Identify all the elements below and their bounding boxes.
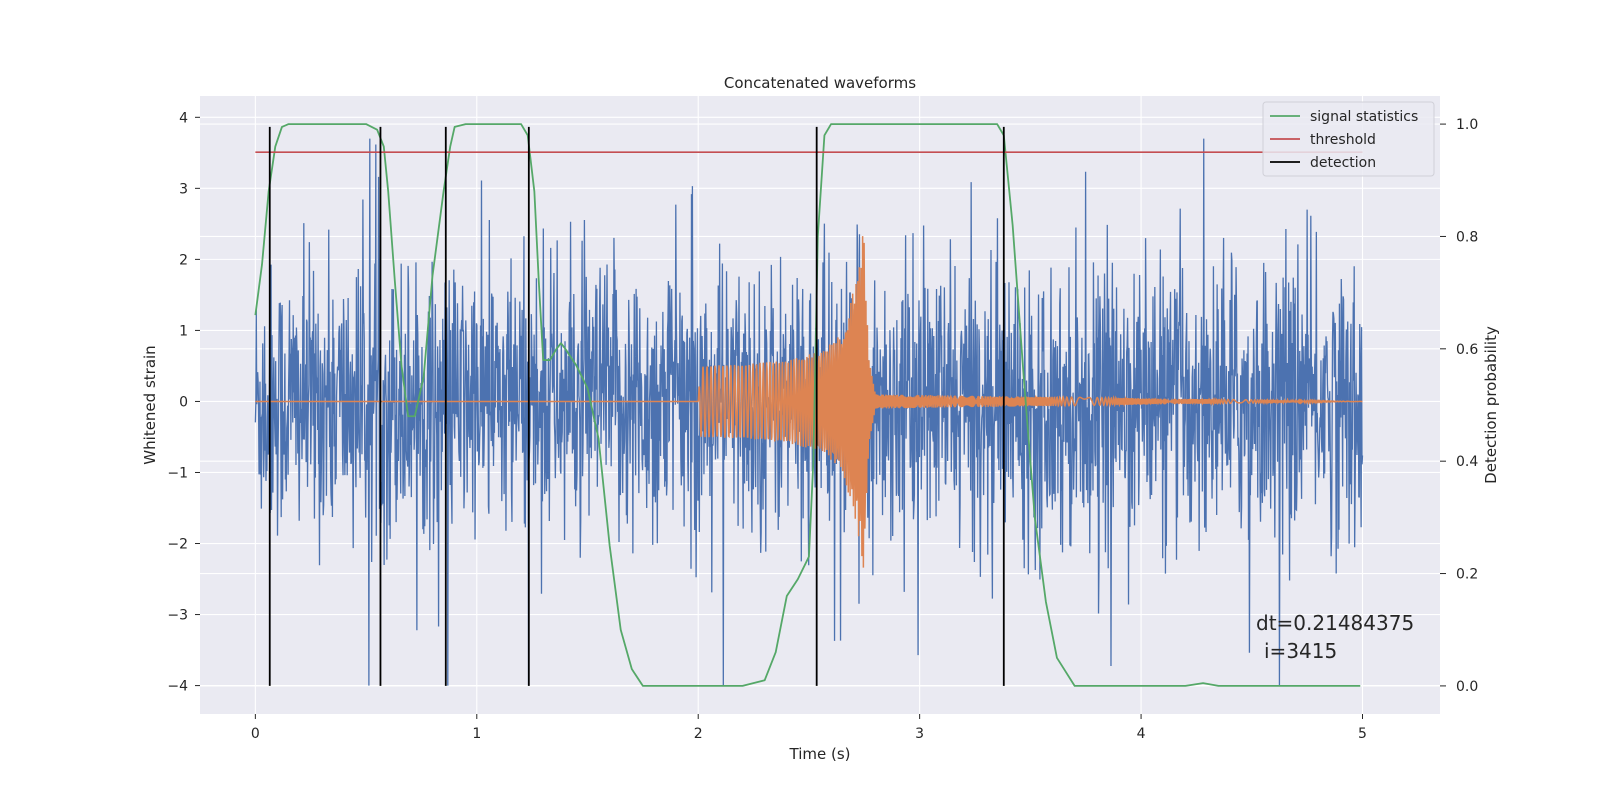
- y-tick-label: 4: [179, 110, 188, 126]
- x-tick-label: 1: [472, 726, 481, 742]
- legend-label-threshold: threshold: [1310, 132, 1376, 148]
- y-tick-label: 2: [179, 252, 188, 268]
- y-tick-label: 3: [179, 181, 188, 197]
- data-layer: [254, 123, 1364, 687]
- x-tick-label: 2: [694, 726, 703, 742]
- y-tick-label: 0: [179, 394, 188, 410]
- y2-axis-label: Detection probability: [1482, 326, 1500, 484]
- y2-tick-label: 0.0: [1456, 679, 1478, 695]
- y-axis-label: Whitened strain: [141, 345, 159, 464]
- x-tick-label: 4: [1137, 726, 1146, 742]
- legend-label-detection: detection: [1310, 155, 1376, 171]
- y2-tick-label: 0.2: [1456, 567, 1478, 583]
- chart-title: Concatenated waveforms: [724, 74, 916, 92]
- x-tick-label: 3: [915, 726, 924, 742]
- annotation-i: i=3415: [1264, 639, 1337, 663]
- ticks: 0 1 2 3 4 5 −4 −3 −2 −1 0 1 2 3 4 0.0 0.2 0.4 0.6 0.8 1.0: [167, 110, 1478, 742]
- x-tick-label: 0: [251, 726, 260, 742]
- legend: signal statistics threshold detection: [1262, 101, 1435, 177]
- noise-series: [254, 138, 1364, 686]
- y2-tick-label: 1.0: [1456, 117, 1478, 133]
- legend-box: [1262, 101, 1435, 177]
- legend-label-signal-statistics: signal statistics: [1310, 109, 1418, 125]
- y-tick-label: 1: [179, 323, 188, 339]
- y2-tick-label: 0.8: [1456, 229, 1478, 245]
- y-tick-label: −2: [167, 537, 188, 553]
- annotation-dt: dt=0.21484375: [1256, 611, 1414, 635]
- y-tick-label: −1: [167, 465, 188, 481]
- y2-tick-label: 0.4: [1456, 454, 1478, 470]
- x-axis-label: Time (s): [789, 745, 851, 763]
- x-tick-label: 5: [1358, 726, 1367, 742]
- y-tick-label: −4: [167, 679, 188, 695]
- y-tick-label: −3: [167, 608, 188, 624]
- waveform-series: [255, 236, 1363, 568]
- y2-tick-label: 0.6: [1456, 342, 1478, 358]
